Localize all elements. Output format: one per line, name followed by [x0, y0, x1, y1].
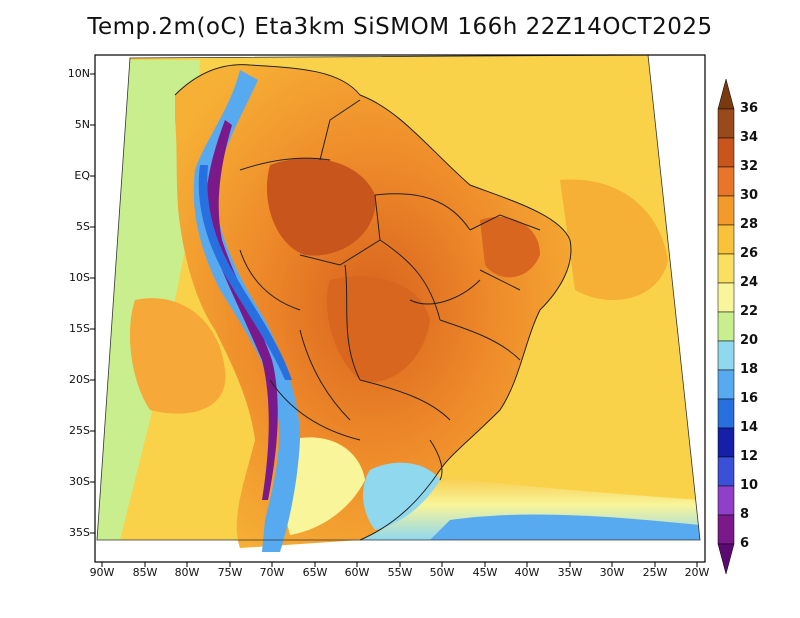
- map-title: Temp.2m(oC) Eta3km SiSMOM 166h 22Z14OCT2…: [87, 14, 713, 40]
- colorbar-label-14: 14: [740, 420, 759, 435]
- lon-label-25w: 25W: [642, 566, 668, 579]
- lat-label-35s: 35S: [69, 526, 90, 539]
- colorbar-segment: [717, 195, 735, 226]
- map-frame: [96, 54, 701, 541]
- lat-label-15s: 15S: [69, 322, 90, 335]
- lon-label-60w: 60W: [344, 566, 370, 579]
- colorbar-label-18: 18: [740, 362, 759, 377]
- lat-label-20s: 20S: [69, 373, 90, 386]
- lon-label-65w: 65W: [302, 566, 328, 579]
- lon-label-70w: 70W: [259, 566, 285, 579]
- south-atlantic-cold-band: [430, 514, 700, 540]
- colorbar-segment: [717, 369, 735, 400]
- andes-coldest-band: [205, 120, 278, 500]
- colorbar-segment: [717, 311, 735, 342]
- patagonia-mild-zone: [282, 437, 365, 535]
- colorbar-segment: [717, 166, 735, 197]
- colorbar-segment: [717, 224, 735, 255]
- south-brazil-cool-zone: [363, 462, 440, 530]
- lon-label-80w: 80W: [174, 566, 200, 579]
- lat-label-eq: EQ: [74, 169, 90, 182]
- colorbar-segment: [717, 398, 735, 429]
- northeast-hot-zone: [480, 216, 540, 278]
- colorbar-segment: [717, 108, 735, 139]
- amazon-hot-zone: [266, 158, 376, 256]
- colorbar-segment: [717, 427, 735, 458]
- colorbar: [717, 78, 735, 575]
- lon-ticks: [101, 562, 698, 567]
- lat-label-25s: 25S: [69, 424, 90, 437]
- lat-ticks: [90, 73, 95, 534]
- lon-label-90w: 90W: [89, 566, 115, 579]
- lon-label-55w: 55W: [387, 566, 413, 579]
- colorbar-label-36: 36: [740, 101, 759, 116]
- andes-blue-fringe: [198, 165, 292, 380]
- colorbar-segment: [717, 340, 735, 371]
- colorbar-arrow-bottom: [717, 543, 735, 575]
- central-brazil-hot-zone: [326, 276, 430, 382]
- coastline: [174, 64, 572, 541]
- colorbar-label-28: 28: [740, 217, 759, 232]
- colorbar-label-32: 32: [740, 159, 759, 174]
- pacific-warm-zone: [130, 298, 226, 414]
- lon-label-35w: 35W: [557, 566, 583, 579]
- lon-label-85w: 85W: [132, 566, 158, 579]
- colorbar-segment: [717, 456, 735, 487]
- lat-label-5s: 5S: [76, 220, 90, 233]
- lon-label-75w: 75W: [217, 566, 243, 579]
- colorbar-arrow-top: [717, 78, 735, 110]
- atlantic-warm-zone: [560, 179, 668, 300]
- colorbar-segment: [717, 485, 735, 516]
- lat-label-30s: 30S: [69, 475, 90, 488]
- colorbar-label-22: 22: [740, 304, 759, 319]
- lon-label-20w: 20W: [684, 566, 710, 579]
- lon-label-40w: 40W: [514, 566, 540, 579]
- colorbar-segment: [717, 253, 735, 284]
- colorbar-label-8: 8: [740, 507, 750, 522]
- colorbar-label-20: 20: [740, 333, 759, 348]
- colorbar-segment: [717, 137, 735, 168]
- lon-label-50w: 50W: [429, 566, 455, 579]
- colorbar-segment: [717, 514, 735, 545]
- lat-label-5n: 5N: [74, 118, 90, 131]
- colorbar-label-16: 16: [740, 391, 759, 406]
- lon-label-30w: 30W: [599, 566, 625, 579]
- colorbar-label-24: 24: [740, 275, 759, 290]
- colorbar-label-30: 30: [740, 188, 759, 203]
- colorbar-label-12: 12: [740, 449, 759, 464]
- colorbar-label-34: 34: [740, 130, 759, 145]
- political-borders: [239, 99, 541, 481]
- lat-label-10s: 10S: [69, 271, 90, 284]
- colorbar-segment: [717, 282, 735, 313]
- colorbar-label-10: 10: [740, 478, 759, 493]
- colorbar-label-26: 26: [740, 246, 759, 261]
- lat-label-10n: 10N: [67, 67, 90, 80]
- lon-label-45w: 45W: [472, 566, 498, 579]
- colorbar-label-6: 6: [740, 536, 750, 551]
